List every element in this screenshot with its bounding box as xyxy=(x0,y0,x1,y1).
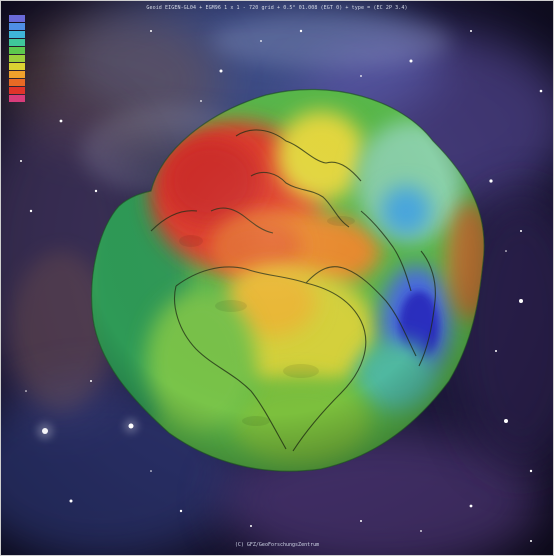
legend-swatch xyxy=(9,55,25,62)
legend-swatch xyxy=(9,23,25,30)
legend-swatch xyxy=(9,47,25,54)
legend-swatch xyxy=(9,31,25,38)
header-caption: Geoid EIGEN-GL04 + EGM96 1 x 1 - 720 gri… xyxy=(146,5,408,11)
footer-caption: (C) GFZ/GeoForschungsZentrum xyxy=(234,542,320,548)
legend-swatch xyxy=(9,79,25,86)
legend-swatch xyxy=(9,39,25,46)
legend-swatch xyxy=(9,63,25,70)
color-scale-legend xyxy=(9,15,25,103)
legend-swatch xyxy=(9,71,25,78)
legend-swatch xyxy=(9,87,25,94)
legend-swatch xyxy=(9,95,25,102)
star-field xyxy=(20,29,543,542)
legend-swatch xyxy=(9,15,25,22)
